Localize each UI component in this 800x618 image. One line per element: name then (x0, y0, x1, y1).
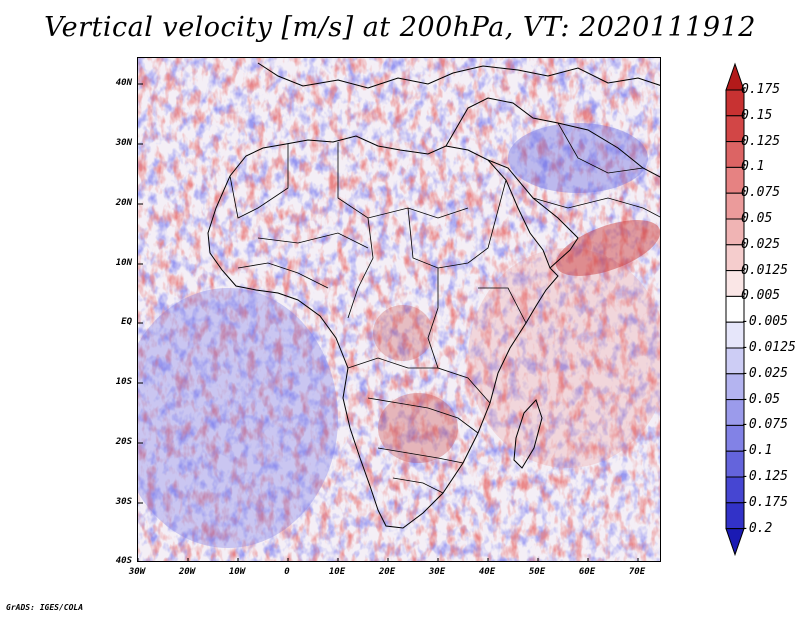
coastlines (207, 62, 660, 529)
map-panel (137, 57, 661, 562)
field-blue-tint-atlantic (138, 288, 338, 548)
madagascar-outline (513, 399, 543, 469)
lon-label: 30W (128, 567, 146, 577)
field-red-core-arabian-sea (555, 220, 660, 276)
lon-label: 10W (228, 567, 246, 577)
colorbar-tick-label: -0.005 (741, 314, 788, 330)
map-title: Vertical velocity [m/s] at 200hPa, VT: 2… (44, 12, 756, 43)
lat-label: 20S (115, 437, 132, 447)
lon-label: 40E (478, 567, 496, 577)
lat-label: 40S (115, 556, 132, 566)
colorbar-tick-label: 0.1 (741, 159, 765, 175)
lon-label: 20E (378, 567, 396, 577)
colorbar-tick-label: 0.005 (741, 288, 781, 304)
map-canvas (138, 58, 660, 561)
lat-label: 30S (115, 497, 132, 507)
field-red-core-southern-africa (378, 393, 458, 463)
colorbar-tick-label: 0.125 (741, 133, 781, 149)
field-red-tint-indian (468, 248, 660, 468)
colorbar-tick-label: -0.075 (741, 417, 788, 433)
country-borders (229, 122, 660, 494)
lat-label: 30N (115, 138, 132, 148)
colorbar-tick-label: -0.025 (741, 365, 788, 381)
lon-label: 50E (528, 567, 546, 577)
lon-label: 70E (628, 567, 646, 577)
colorbar-tick-label: 0.05 (741, 211, 773, 226)
lat-label: 10N (115, 258, 132, 268)
lon-label: 0 (284, 567, 290, 577)
grads-credit: GrADS: IGES/COLA (6, 603, 84, 612)
colorbar-bottom-arrow (725, 528, 745, 557)
frame-ticks (138, 83, 639, 561)
colorbar-tick-label: -0.1 (741, 443, 773, 459)
lon-label: 10E (328, 567, 346, 577)
lon-label: 30E (428, 567, 446, 577)
colorbar-tick-label: -0.0125 (741, 340, 796, 355)
lon-label: 20W (178, 567, 196, 577)
colorbar-tick-label: -0.175 (741, 494, 788, 510)
lon-label: 60E (578, 567, 596, 577)
colorbar-tick-label: 0.175 (741, 82, 781, 97)
colorbar (725, 62, 745, 557)
field-ascent-noise (138, 58, 660, 561)
lat-label: 20N (115, 198, 132, 208)
colorbar-tick-label: 0.15 (741, 107, 773, 123)
colorbar-tick-label: 0.0125 (741, 262, 788, 278)
field-red-core-congo (373, 305, 433, 361)
colorbar-tick-label: 0.025 (741, 236, 781, 252)
colorbar-tick-label: -0.05 (741, 391, 781, 407)
colorbar-tick-label: -0.2 (741, 520, 773, 536)
lat-label: 10S (115, 377, 132, 387)
lat-label: 40N (115, 78, 132, 88)
colorbar-tick-label: 0.075 (741, 185, 781, 201)
lat-label: EQ (121, 317, 132, 327)
colorbar-tick-label: -0.125 (741, 469, 788, 484)
